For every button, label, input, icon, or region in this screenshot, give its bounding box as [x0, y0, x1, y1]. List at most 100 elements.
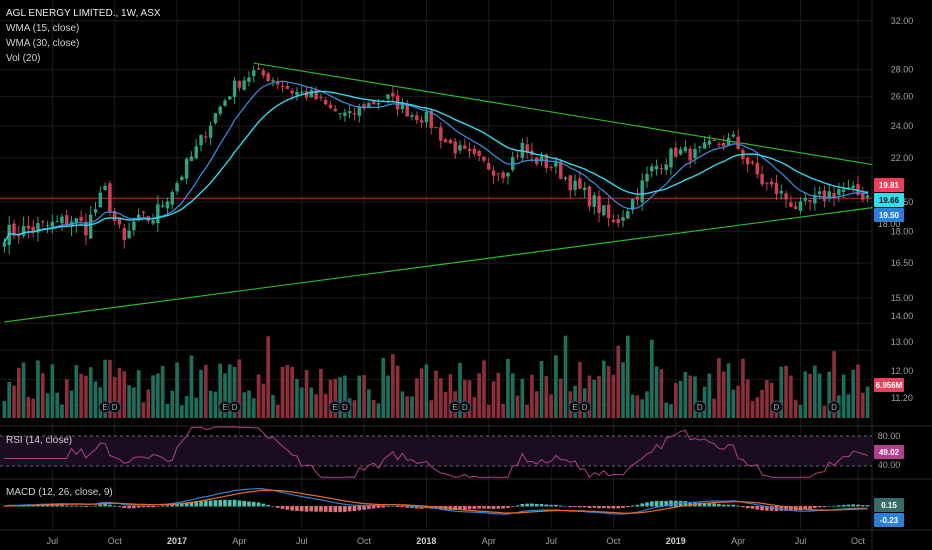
volume-bar [669, 404, 673, 418]
volume-bar [419, 368, 424, 418]
rsi-title[interactable]: RSI (14, close) [6, 435, 73, 446]
volume-bar [108, 359, 112, 418]
candle-body [242, 80, 246, 90]
volume-bar [822, 405, 827, 418]
volume-bar [21, 362, 26, 418]
macd-hist-bar [371, 506, 376, 509]
candle-body [391, 92, 395, 97]
volume-bar [448, 374, 453, 418]
volume-bar [410, 396, 414, 418]
time-tick-label: Oct [357, 536, 372, 546]
candle-body [295, 91, 299, 96]
candle-body [304, 91, 309, 98]
rsi-badge-bg [874, 445, 904, 459]
volume-bar [769, 383, 774, 418]
candle-body [650, 166, 654, 172]
event-label: E [333, 403, 338, 412]
candle-body [419, 120, 424, 123]
volume-bar [314, 394, 318, 418]
price-tick-label: 15.00 [891, 293, 914, 303]
macd-hist-bar [357, 506, 362, 511]
legend-volume[interactable]: Vol (20) [6, 53, 41, 64]
volume-bar [616, 345, 621, 418]
volume-bar [333, 378, 338, 418]
macd-hist-bar [88, 506, 93, 507]
event-label: D [232, 403, 238, 412]
macd-hist-bar [237, 500, 242, 507]
volume-bar [180, 405, 184, 418]
volume-bar [578, 362, 582, 418]
candle-body [626, 211, 630, 219]
price-tick-label: 24.00 [891, 121, 914, 131]
candle-body [2, 242, 7, 247]
macd-hist-bar [683, 501, 688, 507]
macd-hist-bar [592, 506, 597, 508]
macd-hist-bar [549, 504, 553, 507]
volume-bar [635, 395, 640, 418]
candle-body [151, 220, 155, 224]
macd-hist-bar [482, 506, 486, 509]
volume-bar [338, 377, 342, 418]
candle-body [386, 94, 390, 99]
volume-bar [501, 403, 505, 418]
macd-hist-bar [203, 500, 208, 507]
macd-hist-bar [664, 500, 669, 507]
macd-hist-bar [736, 505, 740, 507]
macd-hist-bar [721, 504, 726, 507]
candle-body [79, 217, 83, 222]
volume-bar [79, 373, 83, 418]
legend-main: AGL ENERGY LIMITED., 1W, ASX WMA (15, cl… [6, 6, 161, 66]
candle-body [223, 100, 227, 106]
macd-hist-bar [136, 506, 141, 508]
macd-hist-bar [103, 503, 107, 507]
macd-hist-bar [194, 501, 199, 507]
time-tick-label: Jul [795, 536, 807, 546]
legend-wma30[interactable]: WMA (30, close) [6, 38, 80, 49]
candle-body [784, 193, 788, 200]
price-tick-label: 13.00 [891, 337, 914, 347]
candle-body [98, 192, 103, 208]
macd-hist-bar [630, 505, 635, 507]
macd-hist-bar [227, 500, 232, 507]
candle-body [707, 140, 712, 145]
macd-hist-bar [376, 506, 381, 508]
support-trendline [4, 207, 873, 323]
candle-body [669, 148, 673, 168]
candle-body [36, 223, 40, 233]
candle-body [774, 182, 779, 195]
volume-bar [434, 370, 438, 418]
candle-body [822, 190, 827, 201]
candle-body [117, 217, 122, 225]
candle-body [563, 177, 568, 180]
volume-bar [438, 378, 443, 418]
macd-hist-bar [93, 505, 98, 507]
volume-bar [40, 373, 45, 418]
macd-hist-bar [395, 506, 400, 508]
macd-hist-bar [343, 506, 347, 512]
legend-rsi: RSI (14, close) [6, 433, 72, 448]
volume-bar [486, 404, 491, 418]
candle-body [769, 181, 774, 185]
macd-hist-bar [199, 500, 203, 507]
event-marker [693, 400, 707, 414]
volume-bar [93, 381, 98, 418]
candle-body [276, 81, 280, 85]
macd-hist-bar [635, 504, 640, 507]
macd-title[interactable]: MACD (12, 26, close, 9) [6, 487, 113, 498]
event-label: D [831, 403, 837, 412]
candle-body [630, 199, 635, 211]
macd-hist-bar [808, 506, 812, 509]
legend-wma15[interactable]: WMA (15, close) [6, 23, 80, 34]
volume-bar [851, 369, 856, 418]
candle-body [122, 227, 127, 241]
candle-body [549, 167, 553, 169]
macd-hist-bar [534, 504, 539, 507]
price-tick-label: 14.00 [891, 311, 914, 321]
macd-hist-bar [122, 506, 127, 509]
candle-body [592, 195, 596, 207]
symbol-title[interactable]: AGL ENERGY LIMITED., 1W, ASX [6, 8, 161, 19]
candle-body [108, 183, 112, 213]
price-tick-label: 16.50 [891, 258, 914, 268]
price-tick-label: 18.00 [891, 226, 914, 236]
